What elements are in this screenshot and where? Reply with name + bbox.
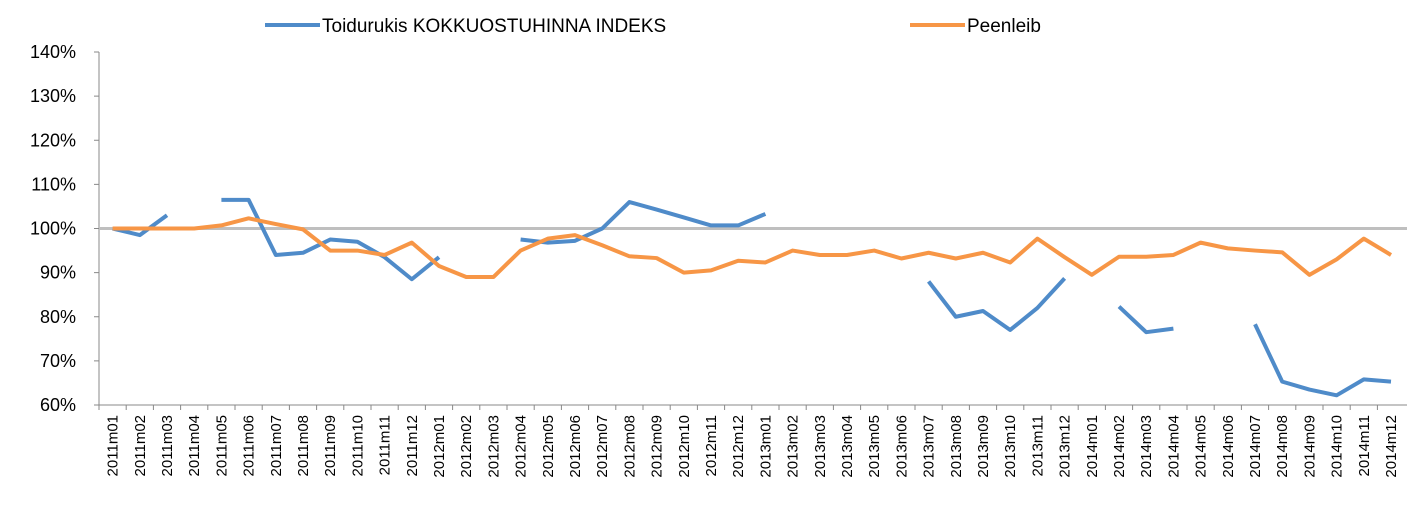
x-tick-label: 2012m11: [703, 415, 720, 476]
series-line: [520, 200, 767, 245]
series-line: [221, 197, 441, 282]
x-tick-label: 2014m05: [1193, 415, 1210, 478]
x-tick-label: 2011m01: [105, 415, 122, 476]
x-tick-label: 2011m02: [132, 415, 149, 476]
x-tick-label: 2014m06: [1220, 415, 1237, 478]
x-tick-label: 2013m12: [1057, 415, 1074, 478]
x-tick-label: 2013m09: [975, 415, 992, 478]
legend-label: Peenleib: [967, 16, 1041, 37]
x-tick-label: 2011m06: [241, 415, 258, 476]
x-tick-label: 2013m06: [893, 415, 910, 478]
series-line: [112, 213, 169, 238]
y-tick-label: 110%: [31, 174, 76, 194]
x-tick-label: 2011m12: [404, 415, 421, 476]
x-tick-label: 2011m08: [295, 415, 312, 476]
x-tick-label: 2013m04: [839, 415, 856, 478]
x-tick-label: 2013m10: [1002, 415, 1019, 478]
series-line: [1117, 305, 1174, 335]
x-tick-label: 2013m11: [1029, 415, 1046, 476]
x-tick-label: 2011m09: [322, 415, 339, 476]
x-tick-label: 2011m10: [349, 415, 366, 476]
series-line: [112, 216, 1393, 280]
x-tick-label: 2012m05: [540, 415, 557, 478]
y-tick-label: 70%: [40, 351, 76, 371]
x-tick-label: 2011m04: [186, 415, 203, 476]
series-line: [1253, 323, 1392, 398]
x-tick-label: 2013m03: [812, 415, 829, 478]
x-tick-label: 2011m07: [268, 415, 285, 476]
y-tick-label: 90%: [40, 263, 76, 283]
x-tick-label: 2012m10: [676, 415, 693, 478]
x-tick-label: 2014m03: [1138, 415, 1155, 478]
x-tick-label: 2011m03: [159, 415, 176, 476]
x-tick-label: 2014m09: [1301, 415, 1318, 478]
x-tick-label: 2012m09: [649, 415, 666, 478]
y-tick-label: 130%: [30, 86, 76, 106]
x-tick-label: 2012m02: [458, 415, 475, 478]
x-tick-label: 2012m08: [621, 415, 638, 478]
x-tick-label: 2012m04: [513, 415, 530, 478]
x-tick-label: 2012m06: [567, 415, 584, 478]
x-tick-label: 2012m01: [431, 415, 448, 478]
x-tick-label: 2013m02: [785, 415, 802, 478]
legend-label: Toidurukis KOKKUOSTUHINNA INDEKS: [322, 16, 666, 37]
y-tick-label: 140%: [30, 42, 76, 62]
x-tick-label: 2011m11: [377, 415, 394, 475]
x-tick-label: 2014m01: [1084, 415, 1101, 478]
x-tick-label: 2012m07: [594, 415, 611, 478]
x-tick-label: 2013m08: [948, 415, 965, 478]
x-tick-label: 2014m10: [1329, 415, 1346, 478]
y-tick-label: 60%: [40, 395, 76, 415]
x-tick-label: 2014m07: [1247, 415, 1264, 478]
x-tick-label: 2014m12: [1383, 415, 1400, 478]
x-tick-label: 2012m12: [730, 415, 747, 478]
x-tick-label: 2011m05: [213, 415, 230, 476]
x-tick-label: 2014m08: [1274, 415, 1291, 478]
series-line: [927, 277, 1067, 332]
x-tick-label: 2013m07: [921, 415, 938, 478]
y-tick-label: 80%: [40, 307, 76, 327]
x-tick-label: 2014m04: [1165, 415, 1182, 478]
x-tick-label: 2013m05: [866, 415, 883, 478]
y-tick-label: 100%: [30, 219, 76, 239]
x-tick-label: 2013m01: [757, 415, 774, 478]
x-tick-label: 2012m03: [485, 415, 502, 478]
y-tick-label: 120%: [30, 130, 76, 150]
x-tick-label: 2014m02: [1111, 415, 1128, 478]
x-tick-label: 2014m11: [1356, 415, 1373, 476]
